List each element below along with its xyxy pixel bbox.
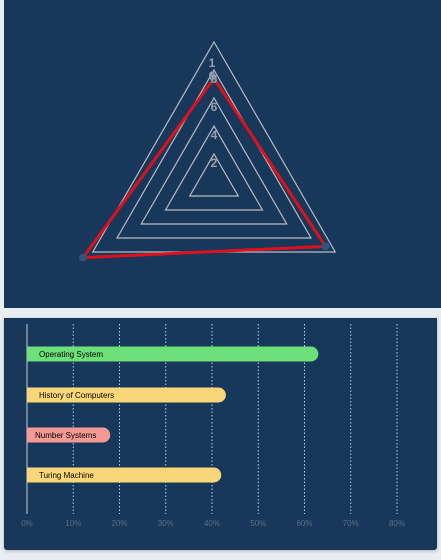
bar-category-label: History of Computers xyxy=(39,390,115,400)
bar-x-tick-label: 30% xyxy=(158,519,174,528)
radar-tick-label-text: 8 xyxy=(211,72,218,86)
radar-tick-label-part: 0 xyxy=(209,69,216,83)
radar-tick-label-text: 2 xyxy=(211,156,218,170)
bar-square-end xyxy=(27,427,35,443)
bar-square-end xyxy=(27,346,35,362)
bar-x-tick-label: 40% xyxy=(204,519,220,528)
radar-tick-label: 4 xyxy=(211,128,218,142)
radar-tick-label-text: 4 xyxy=(211,128,218,142)
bar-x-tick-label: 0% xyxy=(21,519,33,528)
radar-tick-label: 6 xyxy=(211,100,218,114)
radar-tick-label: 10 xyxy=(209,56,216,83)
bar-x-tick-label: 50% xyxy=(250,519,266,528)
bar-x-tick-label: 10% xyxy=(65,519,81,528)
bar-x-tick-label: 80% xyxy=(389,519,405,528)
bar xyxy=(27,467,222,483)
bar-chart-panel: 0% 10% 20% 30% 40% 50% 60% 70% 80% Operating Sys… xyxy=(4,318,437,550)
radar-tick-label: 2 xyxy=(211,156,218,170)
radar-grid-ring xyxy=(140,96,288,225)
bar-square-end xyxy=(27,387,35,403)
radar-grid-ring xyxy=(164,124,264,211)
bar-x-tick-label: 20% xyxy=(111,519,127,528)
bar-square-end xyxy=(27,467,35,483)
bar-chart: 0% 10% 20% 30% 40% 50% 60% 70% 80% xyxy=(21,324,405,528)
radar-series-line xyxy=(81,76,328,260)
bar-x-tick-label: 60% xyxy=(296,519,312,528)
radar-point xyxy=(321,242,330,251)
radar-tick-label-text: 6 xyxy=(211,100,218,114)
bar xyxy=(27,427,111,443)
radar-point xyxy=(79,253,88,262)
radar-point xyxy=(210,74,218,83)
radar-tick-label: 8 xyxy=(211,72,218,86)
radar-tick-label-part: 1 xyxy=(209,56,216,70)
bar-category-label: Number Systems xyxy=(35,430,97,440)
radar-grid-ring xyxy=(188,152,240,197)
bar-category-label: Turing Machine xyxy=(39,470,94,480)
bar-category-label: Operating System xyxy=(39,349,104,359)
bar-x-tick-label: 70% xyxy=(343,519,359,528)
bar xyxy=(27,346,319,362)
bar xyxy=(27,387,226,403)
